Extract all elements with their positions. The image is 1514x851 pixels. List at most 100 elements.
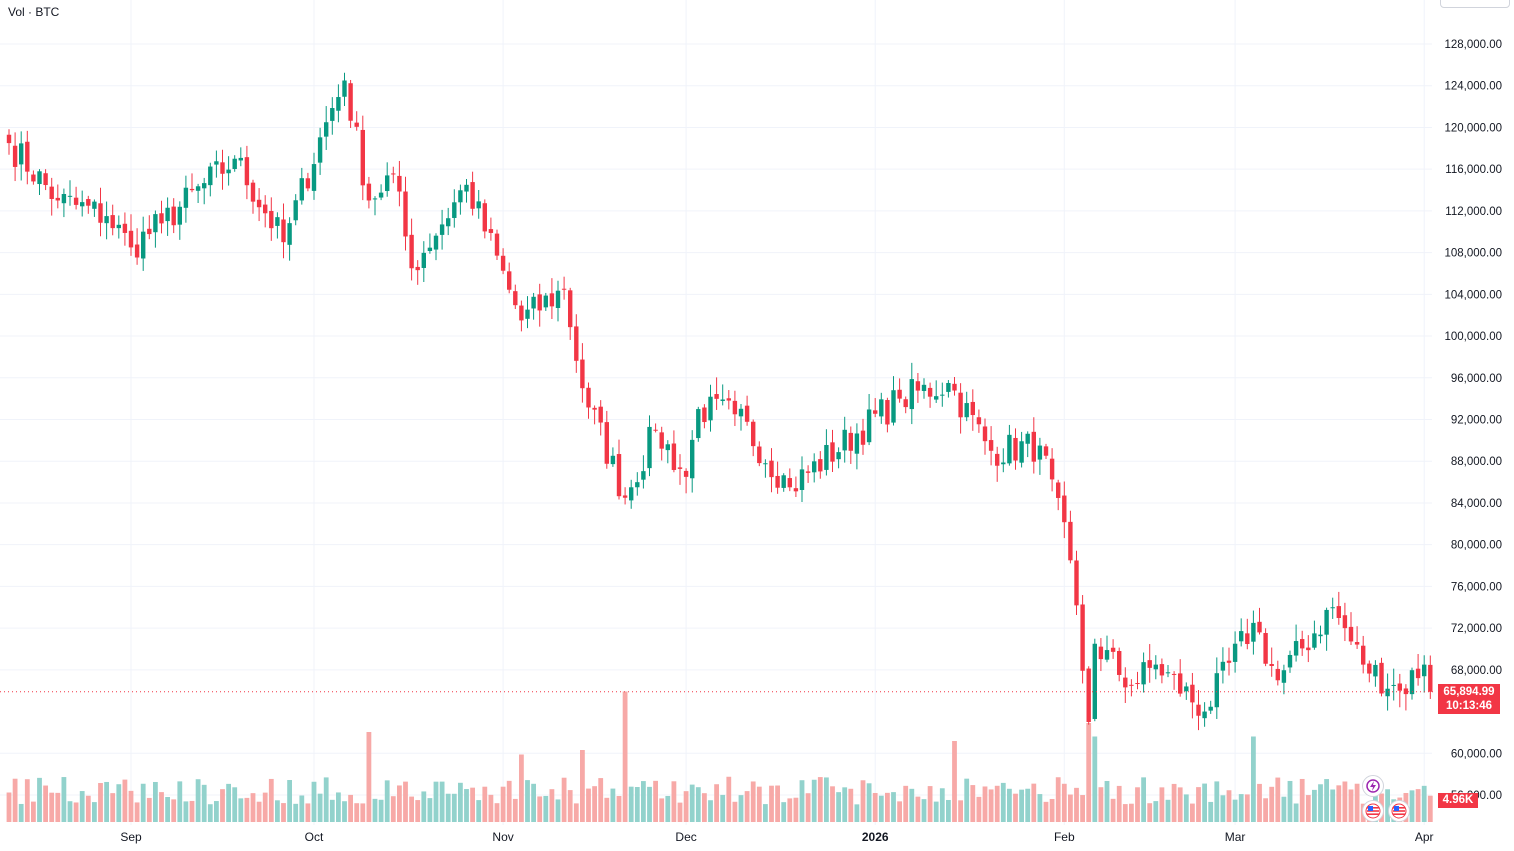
candle-body bbox=[690, 439, 695, 479]
volume-bar bbox=[793, 797, 799, 822]
candle-body bbox=[1281, 670, 1287, 683]
volume-bar bbox=[1183, 794, 1189, 822]
volume-bar bbox=[409, 796, 414, 822]
volume-bar bbox=[299, 795, 305, 822]
volume-bar bbox=[305, 803, 311, 822]
volume-bar bbox=[616, 795, 622, 822]
top-toolbar-button[interactable] bbox=[1440, 0, 1510, 8]
candle-body bbox=[354, 122, 359, 127]
candle-body bbox=[1422, 664, 1427, 677]
volume-bar bbox=[598, 778, 604, 822]
candle-body bbox=[409, 234, 414, 269]
volume-bar bbox=[891, 792, 896, 822]
volume-bar bbox=[177, 781, 183, 822]
candle-body bbox=[134, 244, 140, 258]
candle-body bbox=[360, 129, 365, 186]
candle-body bbox=[1232, 643, 1238, 662]
candle-body bbox=[525, 309, 530, 319]
candle-body bbox=[244, 157, 250, 186]
candle-body bbox=[1367, 663, 1372, 674]
candle-body bbox=[976, 417, 982, 425]
candle-body bbox=[43, 173, 48, 186]
candle-body bbox=[482, 203, 487, 232]
candle-body bbox=[226, 169, 231, 174]
candle-body bbox=[934, 396, 939, 400]
candle-body bbox=[818, 459, 823, 472]
price-tick-label: 96,000.00 bbox=[1451, 373, 1502, 385]
volume-bar bbox=[1055, 777, 1061, 822]
us-flag-event-icon[interactable] bbox=[1362, 800, 1384, 822]
candle-body bbox=[873, 410, 878, 414]
candle-body bbox=[92, 201, 97, 209]
candle-body bbox=[324, 122, 329, 137]
volume-bar bbox=[653, 780, 658, 822]
candle-body bbox=[537, 294, 542, 311]
candle-body bbox=[470, 182, 475, 209]
volume-bar bbox=[354, 803, 360, 822]
candle-body bbox=[1214, 673, 1219, 708]
volume-bar bbox=[67, 801, 73, 822]
volume-bar bbox=[134, 802, 140, 822]
candle-body bbox=[555, 290, 561, 308]
volume-bar bbox=[781, 802, 787, 822]
volume-bar bbox=[994, 785, 1000, 822]
volume-bar bbox=[311, 781, 317, 822]
candle-body bbox=[519, 305, 524, 321]
lightning-event-icon[interactable] bbox=[1362, 775, 1384, 797]
candle-body bbox=[385, 175, 390, 192]
volume-bar bbox=[787, 798, 793, 822]
volume-bar bbox=[750, 781, 756, 822]
candle-body bbox=[1110, 647, 1116, 652]
price-tick-label: 76,000.00 bbox=[1451, 581, 1502, 593]
candle-body bbox=[141, 231, 146, 259]
volume-bar bbox=[55, 792, 61, 822]
volume-bar bbox=[683, 791, 689, 822]
volume-bar bbox=[201, 784, 207, 822]
volume-bar bbox=[1098, 787, 1104, 822]
candle-body bbox=[348, 83, 353, 121]
volume-bar bbox=[878, 795, 884, 822]
us-flag-event-icon[interactable] bbox=[1388, 800, 1410, 822]
volume-bar bbox=[677, 802, 683, 822]
volume-bar bbox=[329, 799, 335, 822]
volume-bar bbox=[805, 793, 811, 822]
volume-bar bbox=[49, 792, 55, 822]
volume-bar bbox=[12, 778, 18, 822]
candle-body bbox=[1184, 686, 1189, 692]
volume-bar bbox=[1092, 736, 1098, 822]
volume-bar bbox=[98, 783, 103, 822]
candle-body bbox=[653, 429, 658, 431]
candle-body bbox=[415, 266, 420, 271]
candle-body bbox=[1226, 660, 1232, 663]
candle-body bbox=[1074, 560, 1079, 606]
time-tick-label: Dec bbox=[675, 830, 696, 844]
volume-bar bbox=[433, 781, 439, 822]
candle-body bbox=[1141, 662, 1146, 685]
volume-bar bbox=[189, 800, 195, 822]
candle-body bbox=[1397, 683, 1402, 691]
volume-bar bbox=[348, 794, 353, 822]
volume-bar bbox=[927, 786, 933, 822]
candle-body bbox=[214, 161, 219, 165]
candle-body bbox=[1049, 458, 1055, 480]
price-tick-label: 128,000.00 bbox=[1444, 39, 1502, 51]
candle-body bbox=[147, 228, 152, 235]
price-axis[interactable]: 128,000.00 124,000.00 120,000.00 116,000.00… bbox=[1444, 39, 1502, 802]
time-axis[interactable]: Sep Oct Nov Dec 2026 Feb Mar Apr bbox=[120, 830, 1433, 844]
time-tick-label: 2026 bbox=[862, 830, 889, 844]
candle-body bbox=[531, 296, 536, 309]
volume-bar bbox=[1385, 789, 1390, 822]
volume-bar bbox=[1257, 783, 1262, 822]
volume-bar bbox=[952, 741, 957, 822]
candle-body bbox=[927, 387, 933, 397]
candle-body bbox=[1104, 650, 1110, 660]
candle-body bbox=[860, 430, 866, 445]
price-tick-label: 100,000.00 bbox=[1444, 331, 1502, 343]
candle-body bbox=[830, 442, 835, 462]
candle-body bbox=[189, 188, 195, 191]
price-tick-label: 112,000.00 bbox=[1445, 206, 1502, 218]
candle-body bbox=[110, 215, 115, 229]
candle-body bbox=[586, 387, 591, 408]
candle-body bbox=[720, 399, 725, 401]
